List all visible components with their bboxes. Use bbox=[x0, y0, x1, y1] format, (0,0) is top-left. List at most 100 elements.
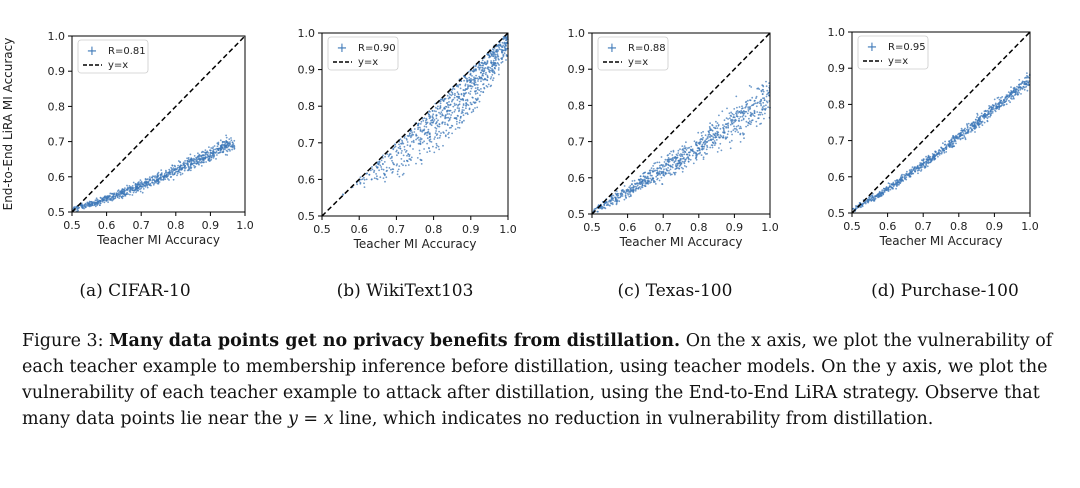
scatter-point bbox=[989, 113, 992, 115]
scatter-point bbox=[900, 174, 903, 177]
scatter-point bbox=[759, 123, 761, 125]
scatter-point bbox=[633, 179, 636, 182]
plus-marker-icon: + bbox=[337, 41, 348, 56]
scatter-point bbox=[741, 132, 744, 135]
scatter-point bbox=[663, 161, 666, 163]
scatter-point bbox=[747, 110, 750, 112]
scatter-point bbox=[730, 139, 733, 142]
scatter-point bbox=[892, 181, 895, 184]
scatter-point bbox=[496, 54, 499, 57]
scatter-point bbox=[750, 86, 753, 88]
scatter-point bbox=[757, 87, 760, 90]
scatter-point bbox=[146, 181, 148, 183]
scatter-point bbox=[742, 117, 745, 120]
scatter-point bbox=[454, 117, 457, 120]
scatter-point bbox=[661, 171, 664, 173]
scatter-point bbox=[468, 107, 471, 110]
scatter-point bbox=[449, 116, 452, 119]
y-tick-label: 0.9 bbox=[48, 65, 66, 78]
scatter-point bbox=[761, 93, 764, 96]
legend-label-r: R=0.95 bbox=[888, 42, 926, 53]
scatter-point bbox=[874, 198, 876, 201]
scatter-point bbox=[698, 143, 701, 146]
scatter-point bbox=[472, 108, 475, 111]
x-tick-label: 0.6 bbox=[619, 221, 637, 234]
scatter-point bbox=[484, 73, 487, 76]
scatter-point bbox=[418, 149, 421, 152]
diagonal-line bbox=[71, 35, 246, 213]
scatter-point bbox=[121, 188, 124, 191]
scatter-point bbox=[970, 124, 973, 127]
scatter-point bbox=[670, 150, 672, 153]
scatter-point bbox=[215, 158, 217, 160]
scatter-point bbox=[733, 121, 735, 124]
scatter-point bbox=[945, 144, 948, 147]
scatter-point bbox=[167, 178, 169, 180]
scatter-point bbox=[431, 115, 434, 117]
scatter-point bbox=[719, 134, 722, 137]
scatter-point bbox=[628, 195, 631, 198]
scatter-point bbox=[980, 112, 983, 115]
scatter-point bbox=[723, 132, 726, 134]
scatter-point bbox=[740, 109, 743, 112]
scatter-point bbox=[745, 125, 747, 128]
scatter-point bbox=[942, 142, 944, 145]
scatter-point bbox=[910, 168, 913, 171]
scatter-point bbox=[83, 204, 86, 206]
scatter-point bbox=[700, 154, 703, 157]
scatter-point bbox=[173, 169, 176, 172]
scatter-point bbox=[134, 188, 137, 191]
scatter-point bbox=[964, 127, 966, 130]
scatter-point bbox=[231, 148, 234, 151]
scatter-point bbox=[454, 104, 456, 107]
scatter-point bbox=[668, 160, 671, 163]
scatter-point bbox=[492, 49, 495, 51]
scatter-point bbox=[751, 112, 754, 115]
scatter-point bbox=[612, 194, 615, 197]
scatter-point bbox=[879, 193, 882, 196]
x-tick-label: 0.6 bbox=[98, 219, 116, 232]
diagonal-line bbox=[321, 32, 509, 217]
scatter-point bbox=[76, 208, 79, 211]
scatter-point bbox=[881, 189, 884, 192]
scatter-point bbox=[474, 87, 477, 89]
scatter-point bbox=[955, 142, 957, 145]
scatter-point bbox=[505, 54, 508, 56]
scatter-point bbox=[950, 146, 953, 148]
scatter-point bbox=[396, 163, 398, 166]
scatter-point bbox=[709, 122, 711, 125]
scatter-point bbox=[191, 162, 194, 165]
scatter-point bbox=[1008, 99, 1010, 102]
scatter-point bbox=[656, 167, 659, 170]
scatter-point bbox=[979, 115, 981, 118]
scatter-point bbox=[702, 156, 705, 159]
scatter-point bbox=[504, 49, 507, 51]
scatter-point bbox=[504, 42, 507, 44]
scatter-point bbox=[406, 144, 409, 147]
scatter-point bbox=[207, 152, 210, 154]
scatter-point bbox=[475, 98, 478, 101]
scatter-point bbox=[482, 91, 485, 94]
scatter-point bbox=[141, 191, 144, 194]
scatter-point bbox=[231, 141, 234, 144]
scatter-point bbox=[146, 186, 149, 189]
scatter-point bbox=[437, 108, 439, 110]
scatter-point bbox=[672, 149, 675, 152]
scatter-point bbox=[701, 134, 703, 137]
scatter-point bbox=[383, 174, 386, 177]
scatter-point bbox=[463, 119, 465, 122]
scatter-point bbox=[991, 112, 994, 114]
scatter-point bbox=[451, 89, 453, 91]
y-tick-label: 0.7 bbox=[48, 136, 66, 149]
scatter-point bbox=[937, 155, 939, 158]
scatter-point bbox=[643, 184, 646, 187]
scatter-point bbox=[603, 203, 606, 206]
scatter-point bbox=[749, 99, 751, 101]
scatter-point bbox=[453, 88, 456, 90]
scatter-point bbox=[662, 165, 664, 168]
scatter-point bbox=[735, 113, 738, 116]
scatter-point bbox=[658, 179, 661, 182]
scatter-point bbox=[402, 172, 405, 175]
scatter-point bbox=[462, 92, 465, 95]
scatter-point bbox=[371, 168, 374, 171]
